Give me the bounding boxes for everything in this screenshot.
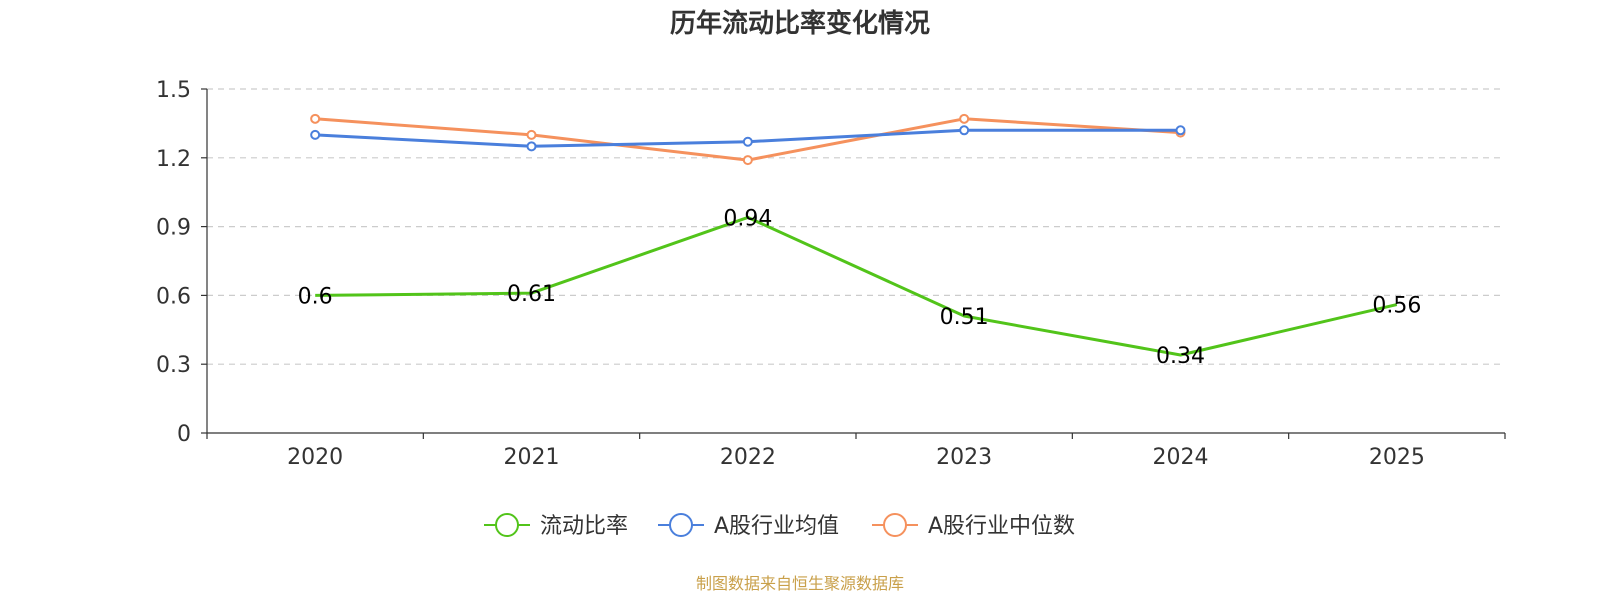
chart-title: 历年流动比率变化情况 bbox=[670, 8, 930, 39]
data-label: 0.6 bbox=[298, 284, 333, 309]
legend-marker-2 bbox=[883, 513, 907, 537]
data-label: 0.56 bbox=[1372, 294, 1421, 319]
x-tick-label: 2024 bbox=[1153, 445, 1209, 470]
legend-label-2: A股行业中位数 bbox=[928, 514, 1075, 539]
legend-marker-0 bbox=[495, 513, 519, 537]
y-tick-label: 1.5 bbox=[156, 78, 191, 103]
x-tick-label: 2021 bbox=[504, 445, 560, 470]
series-point bbox=[959, 113, 970, 124]
grid-lines bbox=[207, 88, 1505, 365]
x-tick-label: 2022 bbox=[720, 445, 776, 470]
y-tick-label: 0.6 bbox=[156, 284, 191, 309]
series-line-0 bbox=[315, 215, 1398, 357]
x-tick-label: 2020 bbox=[287, 445, 343, 470]
legend-marker-1 bbox=[669, 513, 693, 537]
legend-label-0: 流动比率 bbox=[540, 514, 628, 539]
series-point bbox=[310, 113, 321, 124]
series-point bbox=[526, 129, 537, 140]
series-point bbox=[1175, 125, 1186, 136]
data-label: 0.94 bbox=[723, 206, 772, 231]
series-point bbox=[310, 129, 321, 140]
y-tick-label: 0 bbox=[177, 422, 191, 447]
y-tick-label: 0.3 bbox=[156, 353, 191, 378]
data-labels: 0.6 0.61 0.94 0.51 0.34 0.56 bbox=[298, 206, 1422, 369]
series-layer bbox=[310, 113, 1398, 357]
series-point bbox=[742, 136, 753, 147]
series-point bbox=[742, 155, 753, 166]
x-tick-label: 2025 bbox=[1369, 445, 1425, 470]
source-note: 制图数据来自恒生聚源数据库 bbox=[696, 574, 904, 593]
x-tick-label: 2023 bbox=[936, 445, 992, 470]
legend: 流动比率 A股行业均值 A股行业中位数 bbox=[484, 513, 1075, 539]
series-point bbox=[526, 141, 537, 152]
data-label: 0.34 bbox=[1156, 344, 1205, 369]
data-label: 0.61 bbox=[507, 282, 556, 307]
series-point bbox=[959, 125, 970, 136]
y-tick-label: 0.9 bbox=[156, 216, 191, 241]
axes: 0 0.3 0.6 0.9 1.2 1.5 2020 2021 2022 2023 2024 2025 bbox=[156, 78, 1506, 470]
data-label: 0.51 bbox=[940, 305, 989, 330]
legend-label-1: A股行业均值 bbox=[714, 514, 839, 539]
y-tick-label: 1.2 bbox=[156, 147, 191, 172]
